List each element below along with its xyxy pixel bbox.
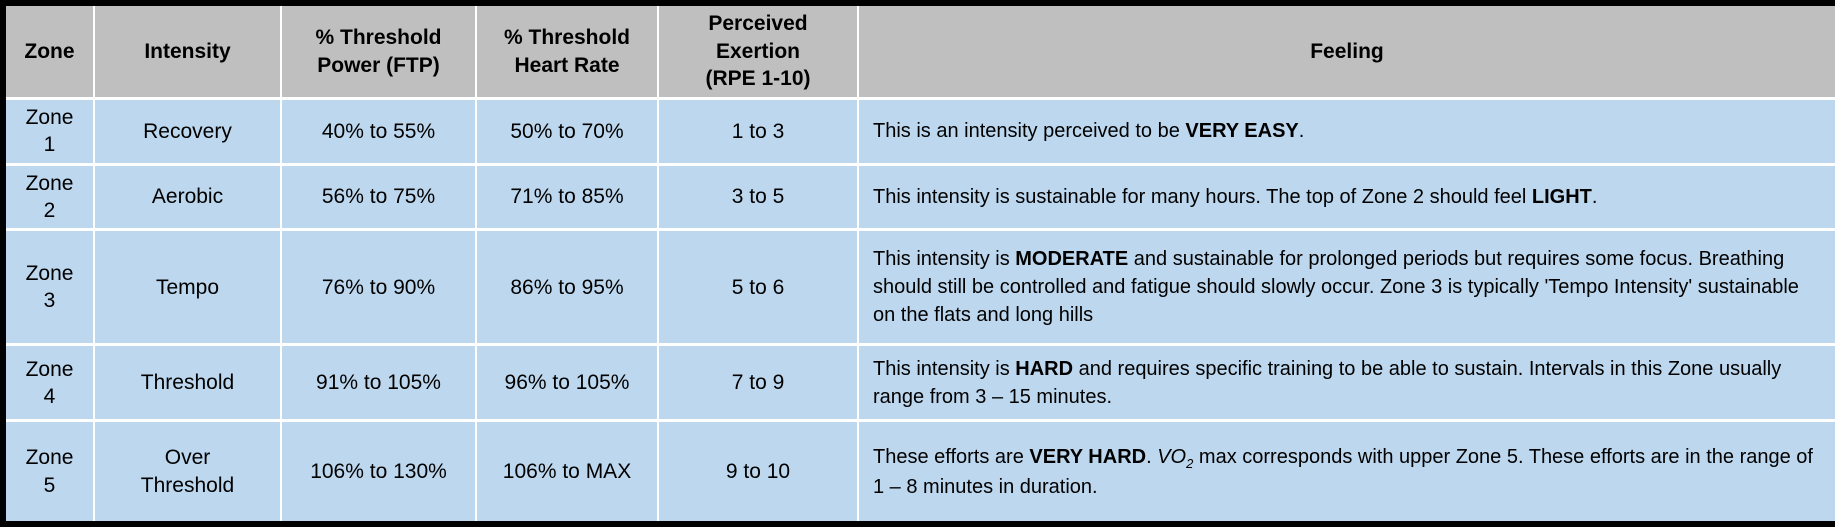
col-header-zone: Zone [2, 1, 95, 101]
cell-intensity: Tempo [93, 228, 282, 347]
feeling-text-segment: max corresponds with upper Zone 5. These… [873, 445, 1813, 498]
cell-threshold-power-text: 56% to 75% [321, 185, 436, 209]
col-header-threshold-heart-rate: % Threshold Heart Rate [475, 1, 659, 101]
cell-intensity: Aerobic [93, 162, 282, 232]
cell-intensity-text: Recovery [143, 119, 232, 143]
cell-threshold-heart-rate-text: 50% to 70% [510, 119, 624, 143]
cell-perceived-exertion-text: 7 to 9 [731, 371, 785, 395]
cell-threshold-heart-rate: 96% to 105% [475, 343, 659, 423]
cell-intensity: Over Threshold [93, 419, 282, 526]
cell-zone: Zone 5 [2, 419, 95, 526]
table-row: Zone 4 Threshold 91% to 105% 96% to 105% 7 t… [2, 343, 1835, 423]
feeling-text-segment: LIGHT [1531, 186, 1592, 209]
cell-feeling: This intensity is HARD and requires spec… [857, 343, 1835, 423]
table-row: Zone 2 Aerobic 56% to 75% 71% to 85% 3 to 5 T… [2, 162, 1835, 232]
cell-intensity-text: Aerobic [151, 185, 224, 209]
cell-perceived-exertion: 1 to 3 [657, 97, 859, 166]
feeling-text-segment: VO [1157, 445, 1187, 468]
feeling-text-segment: MODERATE [1015, 248, 1129, 271]
cell-threshold-heart-rate-text: 106% to MAX [502, 459, 632, 483]
cell-threshold-heart-rate-text: 86% to 95% [510, 275, 624, 299]
cell-threshold-power-text: 76% to 90% [321, 275, 436, 299]
cell-zone: Zone 3 [2, 228, 95, 347]
col-header-intensity-label: Intensity [144, 39, 231, 63]
cell-threshold-power: 106% to 130% [280, 419, 477, 526]
table-row: Zone 3 Tempo 76% to 90% 86% to 95% 5 to 6 Thi… [2, 228, 1835, 347]
table-row: Zone 1 Recovery 40% to 55% 50% to 70% 1 to 3… [2, 97, 1835, 166]
cell-zone-text: Zone 5 [25, 446, 74, 497]
feeling-text-segment: . [1146, 445, 1158, 468]
cell-feeling: These efforts are VERY HARD. VO2 max cor… [857, 419, 1835, 526]
cell-intensity: Threshold [93, 343, 282, 423]
cell-zone-text: Zone 3 [25, 262, 74, 313]
cell-perceived-exertion-text: 5 to 6 [731, 275, 785, 299]
cell-threshold-heart-rate: 86% to 95% [475, 228, 659, 347]
cell-threshold-power: 56% to 75% [280, 162, 477, 232]
feeling-text-segment: and requires specific training to be abl… [873, 357, 1782, 408]
cell-perceived-exertion: 9 to 10 [657, 419, 859, 526]
col-header-zone-label: Zone [24, 39, 75, 63]
header-row: Zone Intensity % Threshold Power (FTP) %… [2, 1, 1835, 101]
col-header-threshold-power: % Threshold Power (FTP) [280, 1, 477, 101]
cell-threshold-power: 40% to 55% [280, 97, 477, 166]
col-header-perceived-exertion-label: Perceived Exertion (RPE 1-10) [705, 12, 811, 91]
feeling-text-segment: This is an intensity perceived to be [873, 120, 1186, 143]
feeling-text-segment: HARD [1015, 357, 1074, 380]
col-header-perceived-exertion: Perceived Exertion (RPE 1-10) [657, 1, 859, 101]
cell-intensity-text: Threshold [140, 371, 235, 395]
feeling-text-segment: 2 [1186, 455, 1194, 471]
cell-threshold-heart-rate-text: 96% to 105% [504, 371, 630, 395]
feeling-text-segment: These efforts are [873, 445, 1030, 468]
cell-zone-text: Zone 4 [25, 357, 74, 408]
col-header-threshold-power-label: % Threshold Power (FTP) [315, 25, 442, 77]
cell-threshold-power-text: 106% to 130% [310, 459, 447, 483]
cell-intensity-text: Over Threshold [140, 446, 235, 497]
cell-threshold-heart-rate: 106% to MAX [475, 419, 659, 526]
col-header-feeling-label: Feeling [1310, 39, 1384, 63]
cell-threshold-heart-rate: 71% to 85% [475, 162, 659, 232]
cell-intensity: Recovery [93, 97, 282, 166]
cell-perceived-exertion: 5 to 6 [657, 228, 859, 347]
col-header-threshold-heart-rate-label: % Threshold Heart Rate [503, 25, 630, 77]
feeling-text-segment: VERY HARD [1029, 445, 1147, 468]
cell-threshold-power-text: 40% to 55% [321, 119, 436, 143]
col-header-feeling: Feeling [857, 1, 1835, 101]
table-row: Zone 5 Over Threshold 106% to 130% 106% to … [2, 419, 1835, 526]
cell-perceived-exertion: 7 to 9 [657, 343, 859, 423]
cell-perceived-exertion: 3 to 5 [657, 162, 859, 232]
zones-table-body: Zone 1 Recovery 40% to 55% 50% to 70% 1 to 3… [2, 97, 1835, 526]
feeling-text-segment: This intensity is [873, 357, 1016, 380]
cell-threshold-power: 76% to 90% [280, 228, 477, 347]
cell-threshold-power-text: 91% to 105% [316, 371, 441, 395]
cell-zone-text: Zone 2 [25, 171, 74, 223]
col-header-intensity: Intensity [93, 1, 282, 101]
feeling-text-segment: . [1298, 120, 1305, 143]
cell-perceived-exertion-text: 1 to 3 [731, 119, 785, 143]
cell-feeling: This intensity is MODERATE and sustainab… [857, 228, 1835, 347]
cell-threshold-heart-rate-text: 71% to 85% [510, 185, 624, 209]
cell-zone: Zone 4 [2, 343, 95, 423]
cell-feeling: This intensity is sustainable for many h… [857, 162, 1835, 232]
cell-perceived-exertion-text: 9 to 10 [725, 459, 791, 483]
cell-threshold-power: 91% to 105% [280, 343, 477, 423]
cell-zone-text: Zone 1 [25, 106, 74, 157]
cell-feeling: This is an intensity perceived to be VER… [857, 97, 1835, 166]
feeling-text-segment: and sustainable for prolonged periods bu… [873, 248, 1799, 327]
cell-threshold-heart-rate: 50% to 70% [475, 97, 659, 166]
cell-zone: Zone 2 [2, 162, 95, 232]
cell-zone: Zone 1 [2, 97, 95, 166]
feeling-text-segment: This intensity is [873, 248, 1016, 271]
feeling-text-segment: . [1591, 186, 1598, 209]
cell-intensity-text: Tempo [155, 275, 220, 299]
feeling-text-segment: This intensity is sustainable for many h… [873, 186, 1532, 209]
feeling-text-segment: VERY EASY [1185, 120, 1299, 143]
cell-perceived-exertion-text: 3 to 5 [731, 185, 785, 209]
